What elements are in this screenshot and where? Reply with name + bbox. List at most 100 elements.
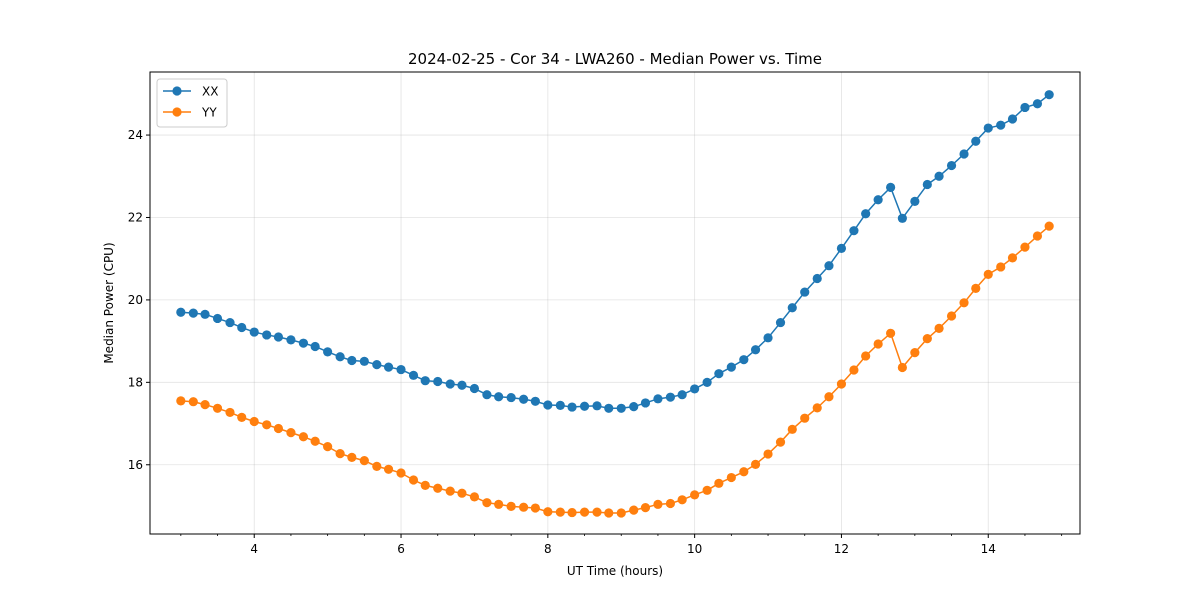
data-point-xx [971, 136, 981, 146]
data-point-yy [640, 503, 651, 513]
data-point-xx [347, 355, 357, 366]
data-point-yy [457, 488, 467, 498]
data-point-yy [249, 416, 259, 427]
data-point-yy [983, 269, 993, 279]
data-point-xx [812, 273, 822, 284]
x-tick-label: 4 [250, 542, 258, 556]
data-point-xx [494, 392, 504, 402]
data-point-xx [519, 394, 529, 404]
data-point-yy [310, 436, 320, 446]
data-point-xx [775, 317, 786, 328]
data-point-yy [494, 499, 504, 509]
data-point-yy [775, 437, 786, 447]
x-tick-label: 8 [544, 542, 552, 556]
data-point-yy [579, 507, 590, 517]
data-point-xx [604, 403, 614, 413]
data-point-xx [702, 377, 712, 387]
data-point-xx [433, 376, 443, 387]
data-point-xx [836, 243, 847, 253]
data-point-yy [347, 452, 357, 462]
data-point-yy [690, 490, 700, 500]
data-point-yy [739, 467, 749, 477]
data-point-yy [897, 362, 907, 373]
data-point-yy [543, 507, 553, 517]
data-point-yy [886, 328, 896, 338]
data-point-xx [555, 400, 565, 411]
data-point-xx [750, 345, 761, 355]
data-point-yy [262, 420, 272, 430]
data-point-xx [1007, 114, 1018, 124]
data-point-yy [996, 262, 1006, 272]
legend-marker-xx [172, 86, 182, 96]
data-point-xx [886, 182, 896, 192]
data-point-xx [200, 309, 210, 319]
data-point-xx [787, 303, 797, 313]
data-point-xx [616, 403, 626, 413]
y-tick-label: 18 [128, 375, 143, 389]
data-point-yy [959, 298, 969, 308]
data-point-yy [800, 413, 810, 423]
data-point-yy [286, 428, 296, 438]
data-point-xx [800, 287, 810, 297]
data-point-xx [873, 195, 883, 205]
y-tick-label: 16 [128, 458, 143, 472]
data-point-yy [971, 283, 981, 293]
data-point-xx [188, 308, 198, 318]
data-point-yy [176, 396, 186, 406]
data-point-yy [787, 424, 797, 434]
data-point-xx [457, 380, 467, 390]
data-point-xx [262, 330, 272, 340]
data-point-xx [506, 392, 516, 403]
data-point-yy [849, 365, 859, 375]
data-point-xx [690, 384, 700, 394]
series-layer [176, 90, 1054, 518]
data-point-xx [273, 332, 284, 342]
data-point-yy [445, 486, 455, 496]
data-point-yy [861, 351, 871, 361]
data-point-yy [763, 449, 773, 459]
data-point-xx [629, 402, 639, 412]
data-point-xx [543, 400, 553, 410]
data-point-yy [1032, 231, 1043, 241]
data-point-yy [372, 461, 382, 472]
data-point-xx [567, 402, 577, 412]
data-point-xx [225, 317, 235, 328]
data-point-xx [482, 390, 492, 400]
data-point-xx [934, 171, 944, 181]
data-point-yy [592, 507, 602, 517]
data-point-xx [640, 398, 651, 408]
data-point-xx [249, 327, 259, 337]
data-point-yy [702, 485, 712, 495]
data-point-yy [323, 442, 333, 452]
data-point-xx [286, 335, 296, 345]
data-point-xx [579, 401, 590, 411]
data-point-xx [861, 209, 871, 219]
data-point-yy [482, 498, 492, 508]
data-point-xx [1032, 99, 1043, 109]
data-point-yy [812, 403, 822, 413]
data-point-yy [555, 507, 565, 517]
y-axis-label: Median Power (CPU) [102, 242, 116, 363]
data-point-yy [726, 472, 736, 483]
chart-title: 2024-02-25 - Cor 34 - LWA260 - Median Po… [408, 50, 822, 68]
grid [150, 72, 1080, 534]
data-point-xx [408, 370, 419, 380]
data-point-xx [726, 362, 736, 372]
data-point-xx [714, 369, 724, 379]
data-point-xx [310, 341, 320, 352]
data-point-xx [237, 322, 247, 333]
data-point-yy [188, 397, 198, 407]
data-point-yy [946, 311, 957, 321]
x-tick-label: 12 [834, 542, 849, 556]
data-point-xx [739, 355, 749, 365]
data-point-yy [433, 483, 443, 493]
data-point-xx [983, 123, 993, 133]
data-point-xx [592, 401, 602, 411]
data-point-yy [653, 499, 663, 509]
y-tick-label: 22 [128, 210, 143, 224]
data-point-yy [1044, 221, 1054, 231]
data-point-xx [396, 364, 406, 375]
x-tick-label: 10 [687, 542, 702, 556]
data-point-yy [1007, 253, 1018, 263]
